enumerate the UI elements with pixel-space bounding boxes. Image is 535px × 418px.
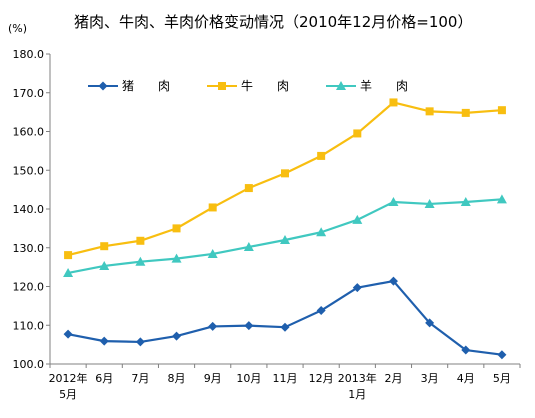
data-point [208,203,217,212]
x-tick-label: 4月 [457,372,475,385]
x-tick-label: 7月 [131,372,149,385]
x-tick-label: 1月 [348,388,366,401]
data-point [389,98,398,107]
x-tick-label: 5月 [493,372,511,385]
data-point [352,283,362,293]
data-point [425,318,435,328]
legend-label: 猪 肉 [122,79,170,93]
data-point [172,224,181,233]
data-point [460,197,471,207]
legend-marker [98,81,108,91]
x-tick-label: 6月 [95,372,113,385]
series-layer [63,98,507,360]
y-axis-unit-label: (%) [8,22,27,35]
data-point [280,235,290,244]
data-point [64,251,73,260]
data-point [243,241,254,251]
x-tick-label: 2月 [384,372,402,385]
data-point [208,321,218,331]
y-tick-label: 150.0 [13,164,45,177]
data-point [424,198,435,208]
data-point [280,322,290,332]
y-tick-label: 120.0 [13,281,45,294]
data-point [497,106,506,115]
legend-label: 羊 肉 [360,78,408,93]
legend: 猪 肉牛 肉羊 肉 [88,78,408,93]
data-point [461,108,470,117]
data-point [135,256,146,266]
axes: 100.0 110.0 120.0 130.0 140.0 150.0 160.0 170.0… [13,48,521,401]
data-point [244,321,254,331]
data-point [461,345,471,355]
y-tick-label: 160.0 [13,126,45,139]
x-tick-label: 2013年 [338,371,377,385]
data-point [353,129,362,138]
legend-label: 牛 肉 [241,78,289,93]
data-point [388,197,399,207]
y-tick-label: 110.0 [13,319,45,332]
data-point [425,107,434,116]
x-tick-label: 2012年 [49,371,88,385]
data-point [100,242,109,251]
data-point [172,331,182,341]
data-point [171,253,182,263]
data-point [281,169,289,178]
data-point [99,336,109,346]
legend-marker [218,82,226,90]
data-point [352,214,363,224]
legend-marker [336,81,346,90]
data-point [317,151,326,160]
x-tick-label: 10月 [236,372,261,385]
data-point [207,248,218,258]
data-point [388,276,398,286]
data-point [99,260,110,270]
data-point [497,350,507,360]
y-tick-label: 130.0 [13,242,45,255]
data-point [496,194,507,204]
series-line [67,279,503,356]
chart-title: 猪肉、牛肉、羊肉价格变动情况（2010年12月价格=100） [74,13,472,31]
y-tick-label: 140.0 [13,203,45,216]
y-tick-label: 180.0 [13,48,45,61]
y-tick-label: 100.0 [13,358,45,371]
x-tick-label: 3月 [421,372,439,385]
x-tick-label: 12月 [309,372,334,385]
x-tick-label: 5月 [59,388,77,401]
data-point [135,337,145,347]
series [63,194,507,277]
x-tick-label: 8月 [168,372,186,385]
data-point [316,227,327,237]
y-tick-label: 170.0 [13,87,45,100]
data-point [316,306,326,316]
x-tick-label: 11月 [273,372,298,385]
series [64,98,506,260]
series-line [67,101,503,257]
data-point [136,236,145,245]
data-point [63,329,73,339]
data-point [63,267,74,277]
data-point [244,184,253,193]
x-tick-label: 9月 [204,372,222,385]
series [63,276,507,360]
